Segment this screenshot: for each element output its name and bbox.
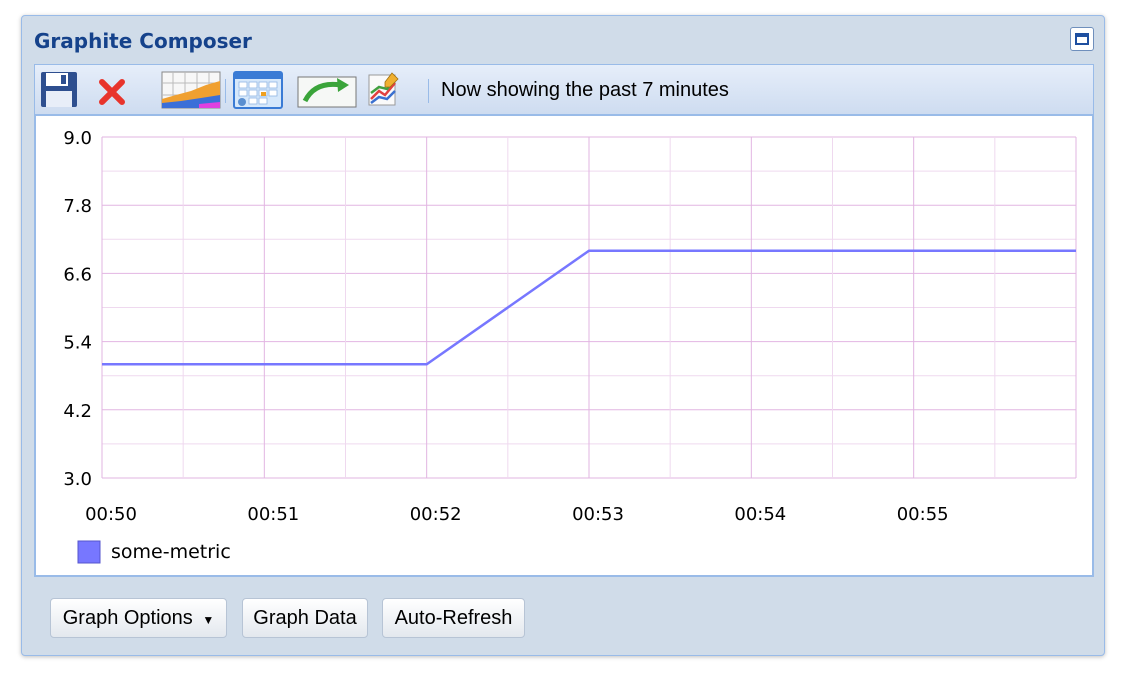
x-tick-label: 00:53: [572, 504, 624, 525]
x-tick-label: 00:51: [247, 504, 299, 525]
y-tick-label: 7.8: [63, 196, 92, 217]
x-tick-label: 00:55: [897, 504, 949, 525]
y-tick-label: 9.0: [63, 128, 92, 149]
maximize-icon[interactable]: [1070, 27, 1094, 51]
line-chart: 9.0 7.8 6.6 5.4 4.2 3.0 00:50 00:51 00:52 00:53 00…: [63, 128, 1077, 564]
x-tick-label: 00:54: [734, 504, 786, 525]
redo-icon[interactable]: [297, 71, 357, 109]
y-tick-label: 4.2: [63, 401, 92, 422]
graphite-composer-window: Graphite Composer: [21, 15, 1105, 656]
window-titlebar: Graphite Composer: [22, 16, 1104, 64]
graph-data-button[interactable]: Graph Data: [242, 598, 368, 638]
delete-icon[interactable]: [97, 71, 127, 109]
graph-options-label: Graph Options: [62, 607, 193, 629]
save-icon[interactable]: [39, 71, 79, 109]
x-tick-label: 00:50: [85, 504, 137, 525]
auto-refresh-button[interactable]: Auto-Refresh: [382, 598, 525, 638]
y-tick-label: 3.0: [63, 469, 92, 490]
toolbar: Now showing the past 7 minutes: [34, 64, 1094, 114]
y-tick-label: 6.6: [63, 264, 92, 285]
graph-options-button[interactable]: Graph Options ▼: [50, 598, 227, 638]
graph-panel: 9.0 7.8 6.6 5.4 4.2 3.0 00:50 00:51 00:52 00:53 00…: [34, 114, 1094, 577]
graph-data-icon[interactable]: [161, 71, 221, 109]
edit-graph-icon[interactable]: [365, 71, 401, 109]
x-tick-label: 00:52: [410, 504, 462, 525]
window-title: Graphite Composer: [34, 29, 252, 53]
status-text: Now showing the past 7 minutes: [441, 79, 729, 101]
legend-swatch: [77, 540, 101, 564]
y-tick-label: 5.4: [63, 333, 92, 354]
calendar-icon[interactable]: [233, 71, 283, 109]
legend-label: some-metric: [111, 541, 231, 563]
series-line: [102, 249, 1076, 366]
chevron-down-icon: ▼: [202, 613, 215, 627]
